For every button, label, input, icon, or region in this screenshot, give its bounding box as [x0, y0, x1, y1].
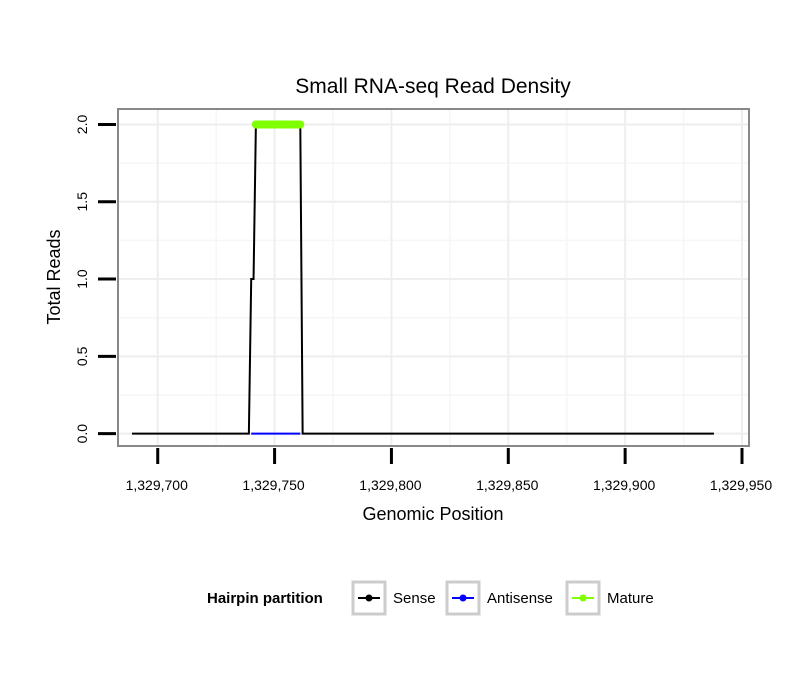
- x-axis-title: Genomic Position: [362, 504, 503, 524]
- grid-lines: [118, 109, 749, 446]
- series-sense-line: [132, 123, 714, 435]
- x-tick-label: 1,329,700: [126, 477, 188, 493]
- legend-title: Hairpin partition: [207, 590, 323, 607]
- series-mature-point: [293, 120, 302, 129]
- y-axis: 0.0 0.5 1.0 1.5 2.0: [74, 115, 116, 444]
- legend-key-point-antisense: [459, 594, 467, 602]
- y-axis-title: Total Reads: [44, 229, 64, 324]
- chart-title: Small RNA-seq Read Density: [295, 75, 571, 98]
- y-tick-label: 0.5: [74, 346, 90, 366]
- series-layer: [132, 120, 714, 435]
- x-tick-label: 1,329,750: [242, 477, 304, 493]
- y-tick-label: 1.5: [74, 192, 90, 212]
- plot-border: [117, 108, 750, 447]
- legend-label-sense: Sense: [393, 590, 436, 607]
- x-axis: 1,329,700 1,329,750 1,329,800 1,329,850 1,32…: [126, 448, 772, 493]
- y-tick-label: 1.0: [74, 269, 90, 289]
- x-tick-label: 1,329,950: [710, 477, 772, 493]
- legend-key-point-mature: [579, 594, 587, 602]
- x-tick-label: 1,329,900: [593, 477, 655, 493]
- x-tick-label: 1,329,850: [476, 477, 538, 493]
- y-tick-label: 2.0: [74, 115, 90, 135]
- legend-label-antisense: Antisense: [487, 590, 553, 607]
- y-tick-label: 0.0: [74, 424, 90, 444]
- legend-key-point-sense: [365, 594, 373, 602]
- legend: Hairpin partition Sense Antisense Mature: [207, 580, 654, 616]
- x-tick-label: 1,329,800: [359, 477, 421, 493]
- legend-label-mature: Mature: [607, 590, 654, 607]
